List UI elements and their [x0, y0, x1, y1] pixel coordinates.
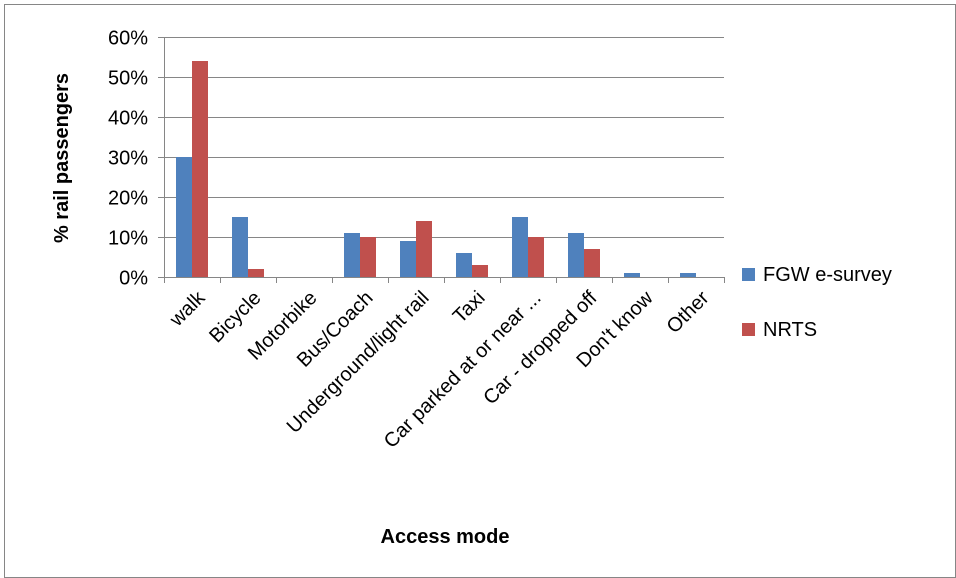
- bar: [344, 233, 360, 277]
- y-tick-label: 0%: [119, 268, 148, 290]
- chart-frame: [4, 4, 956, 578]
- y-tick-label: 50%: [108, 68, 148, 90]
- bar: [416, 221, 432, 277]
- x-axis-title: Access mode: [381, 526, 510, 548]
- bar: [400, 241, 416, 277]
- bar: [584, 249, 600, 277]
- bar: [456, 253, 472, 277]
- y-tick-label: 10%: [108, 228, 148, 250]
- bars: [176, 61, 696, 277]
- gridlines: [164, 37, 724, 238]
- bar: [360, 237, 376, 277]
- legend-swatch: [742, 323, 755, 336]
- bar: [680, 273, 696, 277]
- bar: [568, 233, 584, 277]
- y-tick-label: 60%: [108, 28, 148, 50]
- x-axis: [164, 37, 725, 283]
- bar: [512, 217, 528, 277]
- legend-swatch: [742, 268, 755, 281]
- y-tick-label: 40%: [108, 108, 148, 130]
- bar: [192, 61, 208, 277]
- y-axis-title: % rail passengers: [51, 73, 73, 243]
- bar: [472, 265, 488, 277]
- bar: [232, 217, 248, 277]
- y-tick-label: 30%: [108, 148, 148, 170]
- bar: [176, 157, 192, 277]
- bar: [248, 269, 264, 277]
- y-tick-label: 20%: [108, 188, 148, 210]
- bar: [624, 273, 640, 277]
- bar: [528, 237, 544, 277]
- legend-label: FGW e-survey: [763, 264, 892, 286]
- legend: FGW e-survey NRTS: [742, 264, 892, 341]
- y-axis-ticks: 0% 10% 20% 30% 40% 50% 60%: [108, 28, 164, 290]
- legend-label: NRTS: [763, 319, 817, 341]
